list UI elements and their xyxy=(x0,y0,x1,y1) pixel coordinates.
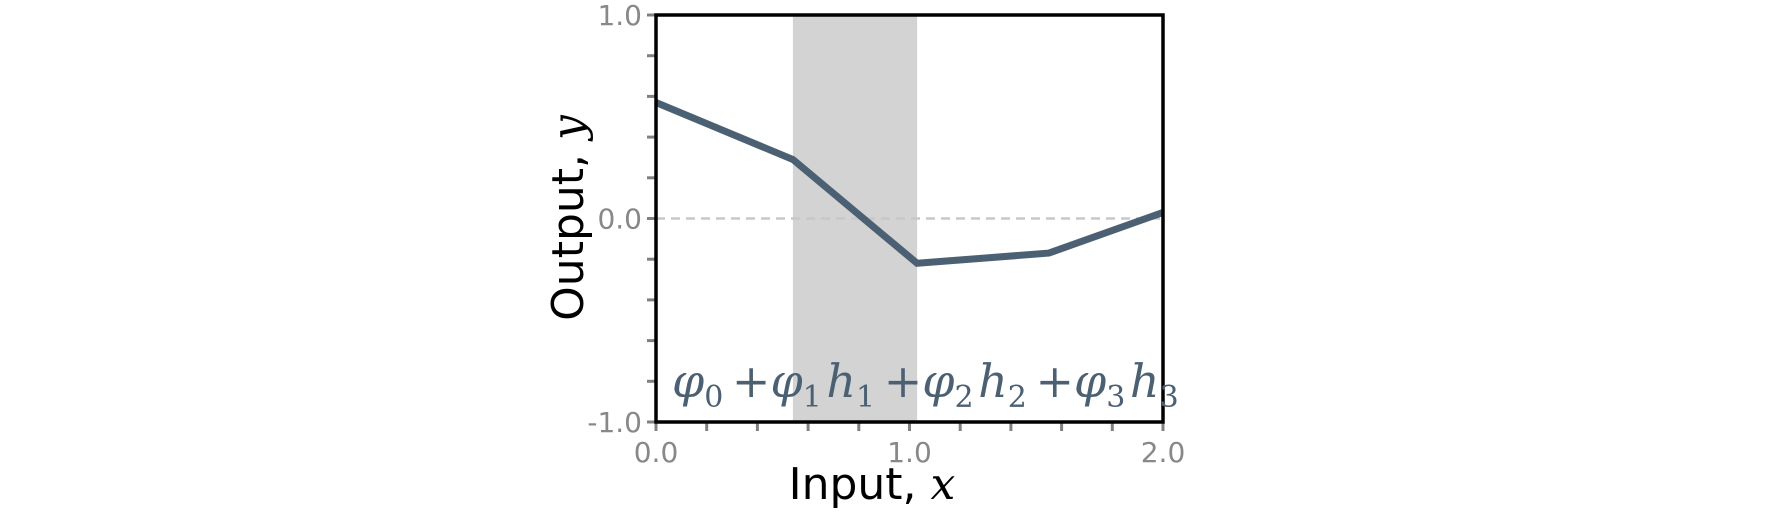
axes: 1.00.0-1.00.0 1.0 2.0 xyxy=(587,0,1185,469)
y-tick-label: -1.0 xyxy=(587,406,642,439)
formula-subscript: 3 xyxy=(1106,380,1125,415)
formula-subscript: 2 xyxy=(1008,380,1027,415)
formula-baseline xyxy=(1027,354,1032,408)
formula-symbol: φ xyxy=(1074,354,1107,408)
formula-symbol: h xyxy=(826,354,856,408)
formula-symbol: h xyxy=(1130,354,1160,408)
formula-symbol: φ xyxy=(770,354,803,408)
y-axis-title: Output, y xyxy=(543,114,594,321)
y-tick-label: 0.0 xyxy=(597,203,642,236)
formula-subscript: 2 xyxy=(954,380,973,415)
y-tick-label: 1.0 xyxy=(597,0,642,32)
formula-subscript: 0 xyxy=(704,380,723,415)
formula-subscript: 1 xyxy=(856,380,875,415)
formula-symbol: h xyxy=(978,354,1008,408)
formula-symbol: φ xyxy=(672,354,705,408)
formula-baseline xyxy=(1179,354,1184,408)
formula-subscript: 3 xyxy=(1160,380,1179,415)
x-tick-label: 2.0 xyxy=(1141,436,1186,469)
formula-symbol: φ xyxy=(922,354,955,408)
series-line xyxy=(654,99,1165,267)
formula-operator: + xyxy=(884,354,923,408)
formula-baseline xyxy=(723,354,728,408)
x-tick-label: 0.0 xyxy=(634,436,679,469)
x-axis-title: Input, x xyxy=(789,459,956,510)
x-tick-label: 1.0 xyxy=(887,436,932,469)
formula-subscript: 1 xyxy=(803,380,822,415)
plot-area xyxy=(654,15,1165,422)
formula-operator: + xyxy=(1035,354,1074,408)
plot-frame xyxy=(654,13,1165,424)
formula-annotation: φ0 +φ1 h1 +φ2 h2 +φ3 h3 xyxy=(672,354,1183,415)
formula-operator: + xyxy=(732,354,771,408)
formula-baseline xyxy=(875,354,880,408)
